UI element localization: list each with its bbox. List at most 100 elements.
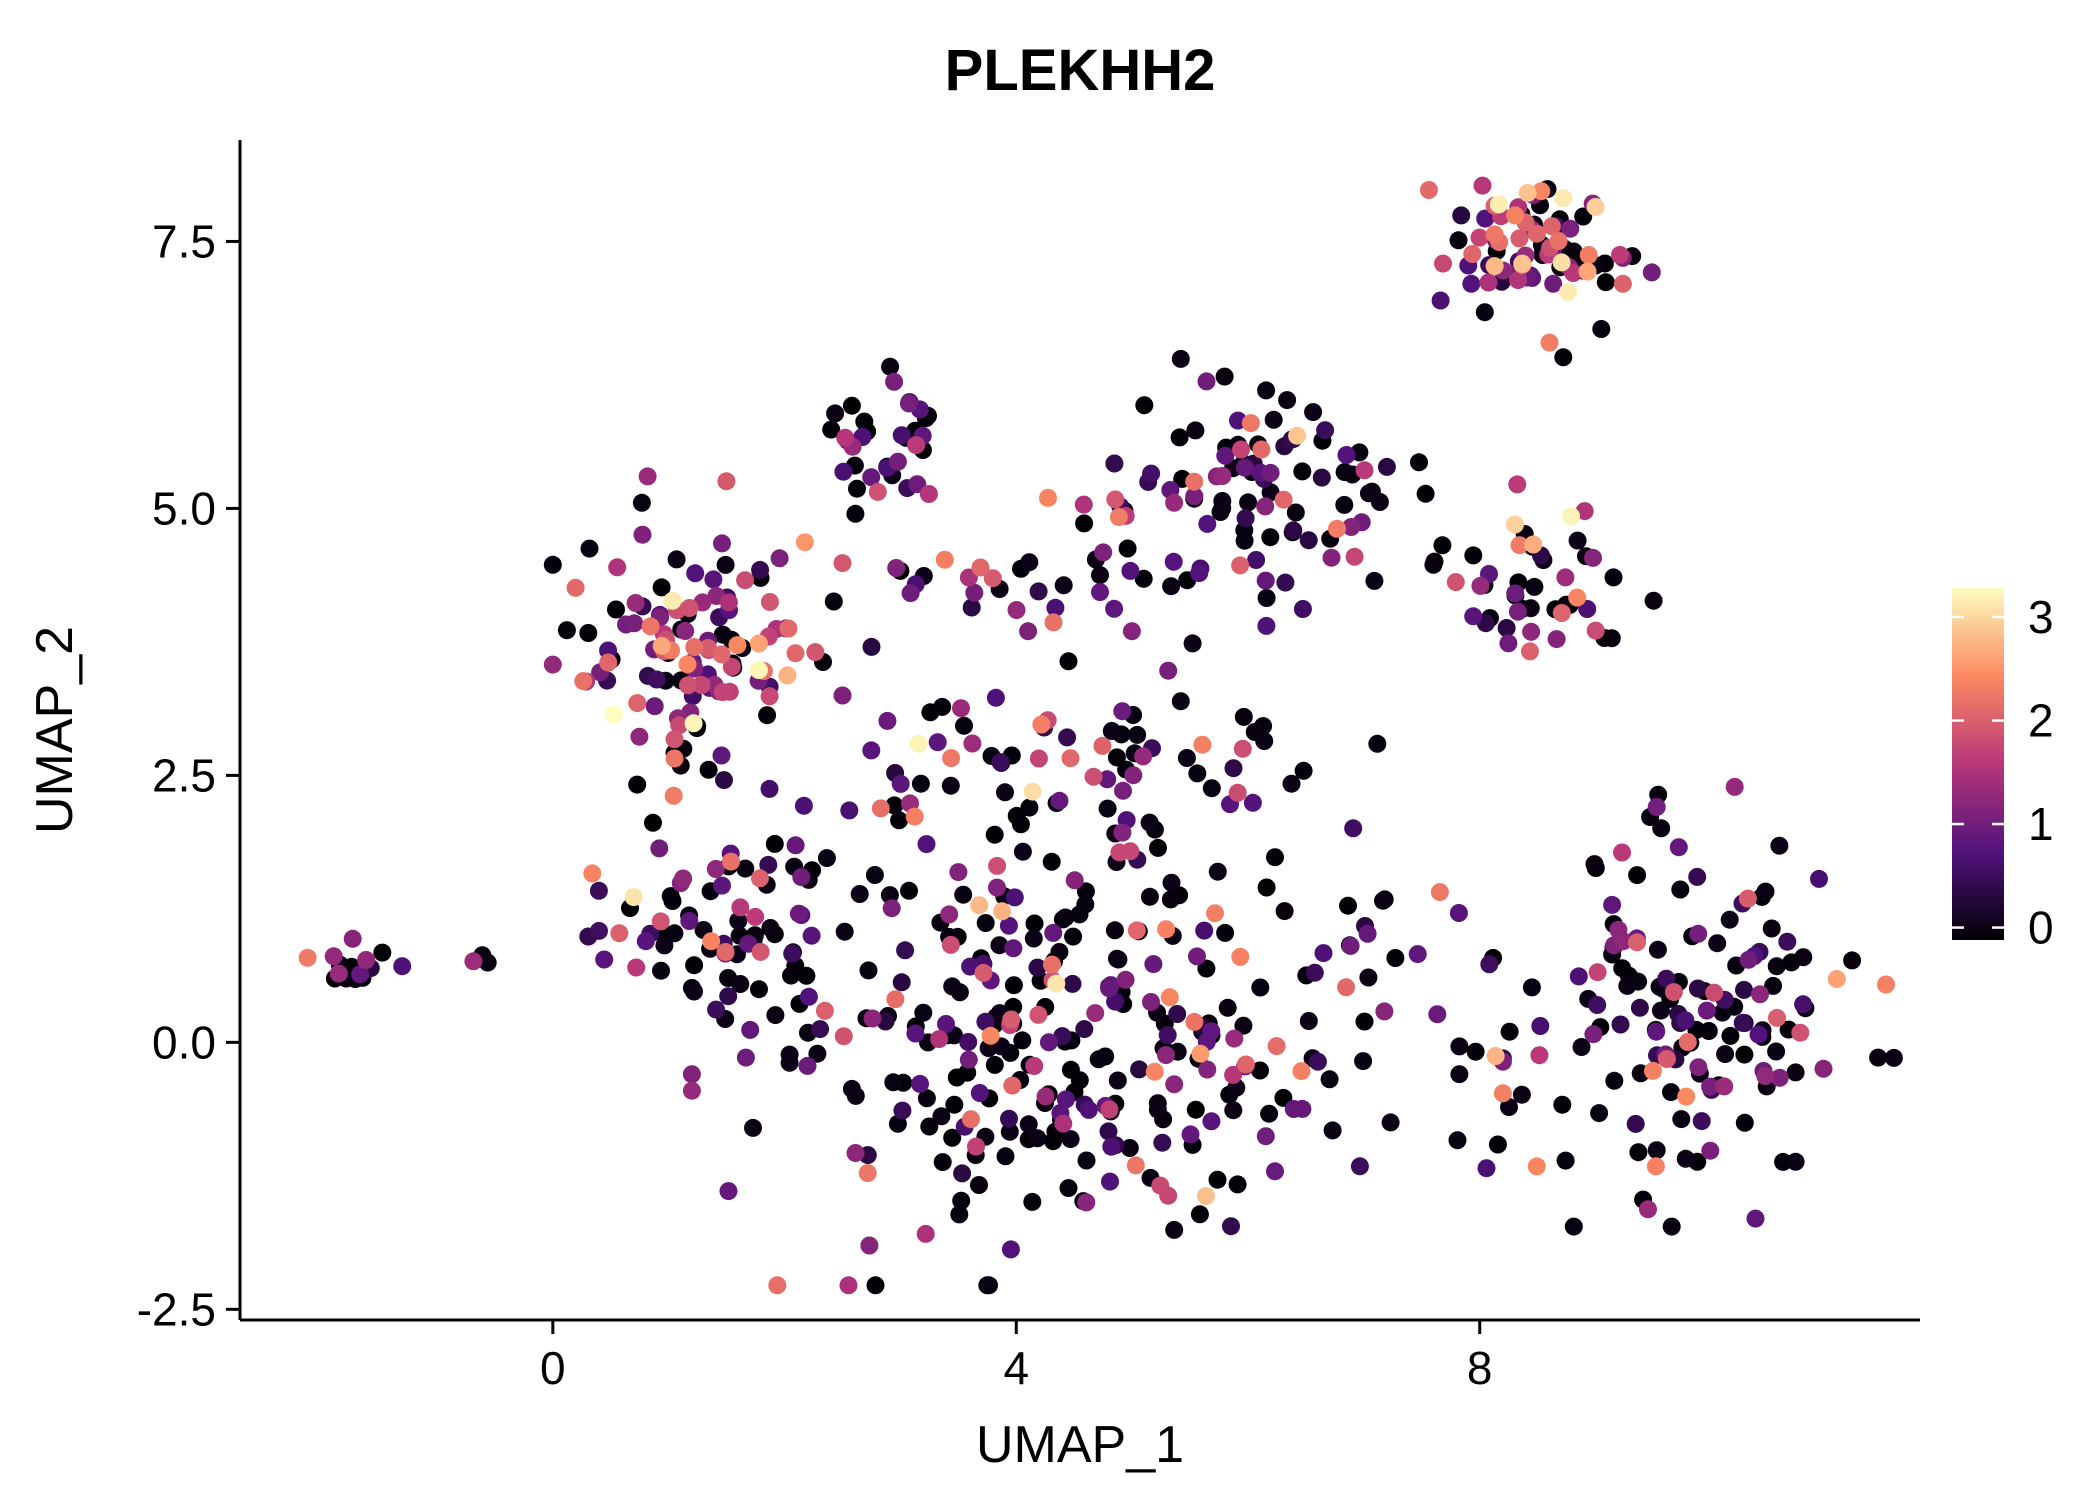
data-point xyxy=(896,941,915,960)
data-point xyxy=(1522,978,1541,997)
data-point xyxy=(1061,749,1080,768)
data-point xyxy=(1506,515,1524,534)
data-point xyxy=(1145,1062,1164,1081)
data-point xyxy=(906,1024,925,1043)
data-point xyxy=(1157,920,1176,939)
data-point xyxy=(1109,508,1128,526)
data-point xyxy=(932,1107,951,1126)
data-point xyxy=(1197,959,1216,978)
data-point xyxy=(1749,1025,1768,1044)
data-point xyxy=(1157,1046,1175,1065)
data-point xyxy=(1225,1029,1244,1048)
data-point xyxy=(1144,955,1163,974)
data-point xyxy=(1056,908,1075,927)
data-point xyxy=(1525,577,1544,596)
data-point xyxy=(1202,1112,1221,1131)
data-point xyxy=(1047,974,1066,993)
data-point xyxy=(846,1144,865,1162)
data-point xyxy=(919,485,938,503)
data-point xyxy=(1019,622,1038,641)
data-point xyxy=(1480,955,1499,974)
data-point xyxy=(1059,1179,1078,1198)
data-point xyxy=(1093,736,1112,755)
data-point xyxy=(1193,735,1212,754)
data-point xyxy=(901,584,920,603)
data-point xyxy=(1518,183,1537,202)
data-point xyxy=(1652,819,1671,838)
data-point xyxy=(674,869,693,888)
data-point xyxy=(670,716,689,735)
data-point xyxy=(962,1110,980,1129)
data-point xyxy=(1020,798,1039,817)
data-point xyxy=(751,942,770,961)
data-point xyxy=(1497,619,1516,637)
data-point xyxy=(1153,1133,1172,1152)
colorbar-tick-label: 2 xyxy=(2028,695,2054,747)
data-point xyxy=(357,951,376,969)
data-point xyxy=(1239,493,1258,512)
data-point xyxy=(1162,577,1181,596)
data-point xyxy=(965,583,984,602)
data-point xyxy=(1020,553,1039,572)
data-point xyxy=(628,775,647,794)
data-point xyxy=(1002,1010,1021,1029)
data-point xyxy=(1004,939,1023,958)
data-point xyxy=(949,863,968,882)
data-point xyxy=(1647,798,1666,816)
data-point xyxy=(1735,1113,1754,1132)
data-point xyxy=(1746,1209,1765,1228)
data-point xyxy=(1500,1022,1519,1041)
data-point xyxy=(900,881,918,900)
data-point xyxy=(795,533,814,552)
data-point xyxy=(1236,509,1255,528)
data-point xyxy=(1532,182,1551,201)
data-point xyxy=(1089,1050,1108,1069)
data-point xyxy=(1053,1027,1072,1046)
data-point xyxy=(1701,1141,1720,1160)
data-point xyxy=(1328,519,1346,538)
data-point xyxy=(976,1012,995,1031)
data-point xyxy=(1216,923,1235,942)
data-point xyxy=(1114,781,1132,800)
data-point xyxy=(324,947,343,966)
data-point xyxy=(1552,253,1571,272)
data-point xyxy=(712,645,731,664)
data-point xyxy=(1416,484,1435,503)
data-point xyxy=(651,912,670,931)
data-point xyxy=(955,716,973,735)
data-point xyxy=(1170,428,1189,447)
data-point xyxy=(811,1020,830,1039)
data-point xyxy=(779,619,798,638)
data-point xyxy=(728,636,747,655)
data-point xyxy=(1544,274,1563,293)
data-point xyxy=(667,550,686,569)
data-point xyxy=(1293,1099,1312,1118)
data-point xyxy=(1130,1060,1149,1079)
data-point xyxy=(1721,1026,1740,1045)
data-point xyxy=(1197,372,1216,391)
data-point xyxy=(1224,759,1243,778)
data-point xyxy=(712,746,731,765)
data-point xyxy=(1054,576,1073,595)
data-point xyxy=(859,961,878,980)
data-point xyxy=(1120,1139,1139,1157)
data-point xyxy=(893,1101,912,1120)
data-point xyxy=(1004,976,1023,995)
data-point xyxy=(878,711,897,730)
data-point xyxy=(871,799,890,818)
data-point xyxy=(679,676,697,695)
data-point xyxy=(1099,1122,1118,1141)
data-point xyxy=(1500,1098,1518,1116)
data-point xyxy=(1791,1023,1810,1042)
data-point xyxy=(933,1153,952,1172)
data-point xyxy=(891,774,910,793)
data-point xyxy=(862,741,881,760)
data-point xyxy=(729,911,748,930)
data-point xyxy=(840,801,859,820)
data-point xyxy=(1261,483,1280,502)
data-point xyxy=(713,876,731,895)
data-point xyxy=(887,559,906,577)
data-point xyxy=(713,625,732,644)
data-point xyxy=(1028,958,1047,977)
data-point xyxy=(1278,391,1297,410)
